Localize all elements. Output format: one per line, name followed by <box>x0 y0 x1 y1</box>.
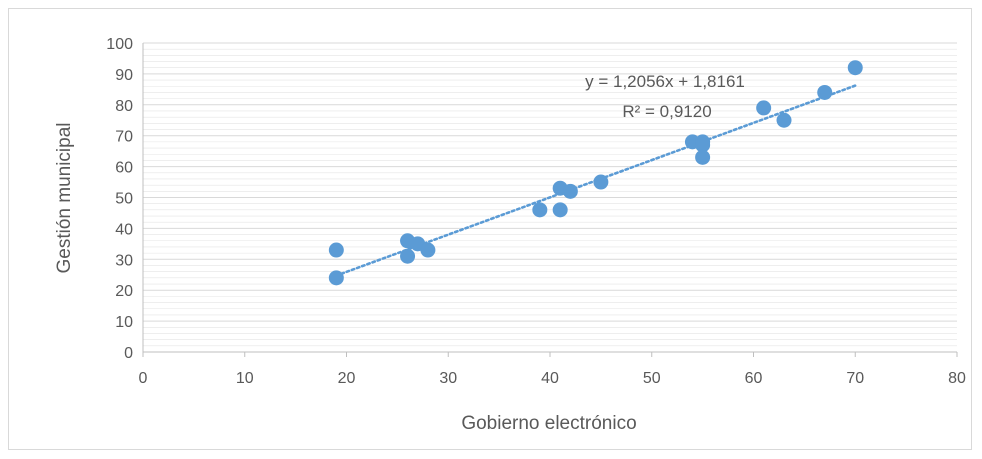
data-point <box>562 183 578 199</box>
trendline-equation: y = 1,2056x + 1,8161 <box>585 72 745 91</box>
x-axis-title: Gobierno electrónico <box>461 413 636 434</box>
y-tick-label: 0 <box>124 345 133 362</box>
trendline-r-squared: R² = 0,9120 <box>622 102 711 121</box>
data-point <box>695 137 711 153</box>
data-point <box>695 149 711 165</box>
x-tick-label: 40 <box>541 370 559 387</box>
x-tick-label: 80 <box>948 370 966 387</box>
data-point <box>328 242 344 258</box>
x-tick-label: 50 <box>643 370 661 387</box>
gridlines <box>143 42 957 347</box>
data-point <box>776 112 792 128</box>
annotations: y = 1,2056x + 1,8161 R² = 0,9120 <box>585 72 745 121</box>
y-tick-label: 30 <box>115 252 133 269</box>
y-tick-label: 40 <box>115 221 133 238</box>
data-point <box>756 100 772 116</box>
data-point <box>420 242 436 258</box>
data-points <box>328 60 863 286</box>
y-tick-label: 90 <box>115 67 133 84</box>
x-tick-label: 20 <box>338 370 356 387</box>
data-point <box>328 270 344 286</box>
x-tick-label: 60 <box>745 370 763 387</box>
data-point <box>847 60 863 76</box>
x-tick-label: 30 <box>439 370 457 387</box>
y-axis-ticks: 0 10 20 30 40 50 60 70 80 90 100 <box>106 36 133 362</box>
data-point <box>532 202 548 218</box>
x-tick-label: 10 <box>236 370 254 387</box>
y-tick-label: 10 <box>115 314 133 331</box>
y-tick-label: 70 <box>115 129 133 146</box>
y-tick-label: 50 <box>115 191 133 208</box>
x-tick-label: 0 <box>139 370 148 387</box>
chart-frame <box>8 8 972 450</box>
x-tick-label: 70 <box>846 370 864 387</box>
y-tick-label: 60 <box>115 160 133 177</box>
y-tick-label: 100 <box>106 36 133 53</box>
data-point <box>552 202 568 218</box>
data-point <box>400 248 416 264</box>
x-axis-ticks: 0 10 20 30 40 50 60 70 80 <box>139 352 966 387</box>
y-tick-label: 20 <box>115 283 133 300</box>
data-point <box>593 174 609 190</box>
y-axis-title: Gestión municipal <box>54 122 75 273</box>
data-point <box>817 84 833 100</box>
y-tick-label: 80 <box>115 98 133 115</box>
